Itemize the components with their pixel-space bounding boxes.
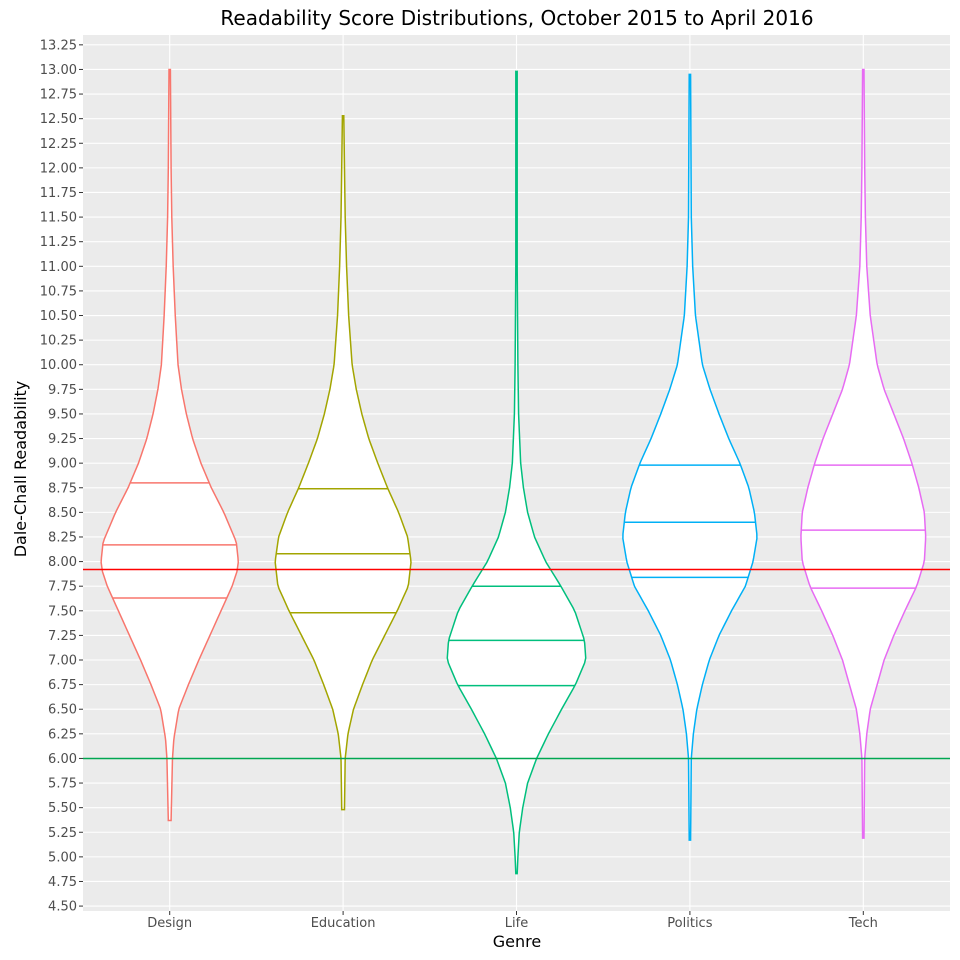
reference-lines — [83, 568, 950, 760]
violins — [100, 68, 927, 875]
y-tick-label: 7.75 — [48, 580, 77, 595]
y-tick-label: 9.50 — [48, 407, 77, 422]
violin-outline — [622, 73, 758, 841]
y-tick-label: 4.75 — [48, 875, 77, 890]
violin-design — [100, 68, 240, 822]
y-tick-label: 12.00 — [40, 161, 77, 176]
y-tick-label: 8.00 — [48, 555, 77, 570]
y-tick-label: 6.25 — [48, 727, 77, 742]
x-tick-label: Life — [505, 916, 528, 931]
y-tick-label: 8.25 — [48, 530, 77, 545]
violin-life — [446, 70, 587, 875]
violin-outline — [274, 114, 412, 811]
violin-tech — [800, 68, 927, 839]
y-tick-label: 9.75 — [48, 383, 77, 398]
chart-title: Readability Score Distributions, October… — [220, 6, 813, 30]
y-tick-label: 5.00 — [48, 850, 77, 865]
y-tick-label: 6.50 — [48, 703, 77, 718]
y-tick-label: 6.00 — [48, 752, 77, 767]
y-tick-label: 7.50 — [48, 604, 77, 619]
y-tick-label: 8.75 — [48, 481, 77, 496]
violin-education — [274, 114, 412, 811]
y-tick-label: 9.00 — [48, 457, 77, 472]
y-tick-label: 13.25 — [40, 38, 77, 53]
x-tick-label: Politics — [667, 916, 712, 931]
x-tick-label: Design — [147, 916, 192, 931]
violin-outline — [446, 70, 587, 875]
y-tick-label: 4.50 — [48, 900, 77, 915]
y-tick-label: 9.25 — [48, 432, 77, 447]
y-tick-label: 11.50 — [40, 211, 77, 226]
y-tick-label: 13.00 — [40, 63, 77, 78]
y-tick-label: 6.75 — [48, 678, 77, 693]
x-axis-title: Genre — [493, 932, 541, 951]
y-tick-label: 7.25 — [48, 629, 77, 644]
violin-outline — [100, 68, 240, 822]
y-tick-label: 5.25 — [48, 826, 77, 841]
x-axis: Design Education Life Politics Tech — [147, 911, 878, 931]
y-tick-label: 11.75 — [40, 186, 77, 201]
y-tick-label: 8.50 — [48, 506, 77, 521]
x-tick-label: Education — [311, 916, 376, 931]
x-tick-label: Tech — [848, 916, 878, 931]
y-tick-label: 10.75 — [40, 284, 77, 299]
y-tick-label: 11.25 — [40, 235, 77, 250]
y-tick-label: 5.50 — [48, 801, 77, 816]
y-tick-label: 5.75 — [48, 777, 77, 792]
y-tick-label: 7.00 — [48, 654, 77, 669]
y-tick-label: 10.00 — [40, 358, 77, 373]
y-tick-label: 11.00 — [40, 260, 77, 275]
y-axis-title: Dale-Chall Readability — [11, 381, 30, 558]
y-tick-label: 12.75 — [40, 88, 77, 103]
y-tick-label: 12.50 — [40, 112, 77, 127]
violin-outline — [800, 68, 927, 839]
y-axis: 4.50 4.75 5.00 5.25 5.50 5.75 6.00 6.25 6.50 6.75… — [40, 38, 83, 915]
y-tick-label: 10.50 — [40, 309, 77, 324]
violin-politics — [622, 73, 758, 841]
y-tick-label: 10.25 — [40, 334, 77, 349]
y-tick-label: 12.25 — [40, 137, 77, 152]
